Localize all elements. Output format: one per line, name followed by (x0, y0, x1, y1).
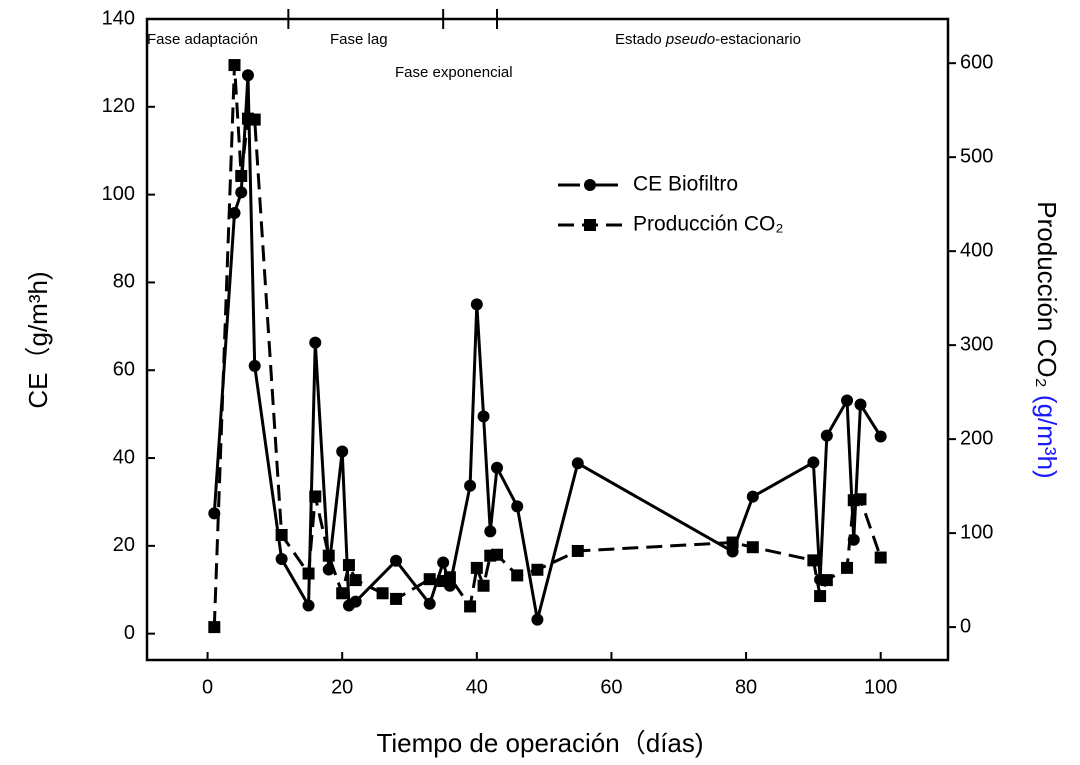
data-point (275, 528, 288, 541)
data-point (302, 567, 315, 580)
data-point (390, 554, 403, 567)
data-point (349, 574, 362, 587)
data-point (470, 298, 483, 311)
data-point (248, 359, 261, 372)
data-point (511, 500, 524, 513)
x-tick-label: 60 (600, 676, 622, 698)
data-point (309, 490, 322, 503)
data-point (491, 461, 504, 474)
data-point (228, 207, 241, 220)
y-tick-label: 20 (113, 534, 135, 556)
data-point (874, 430, 887, 443)
y2-tick-label: 0 (960, 615, 971, 637)
y-tick-label: 60 (113, 359, 135, 381)
y2-tick-label: 400 (960, 239, 993, 261)
data-point (423, 573, 436, 586)
y-axis-title: CE（g/m³h) (23, 271, 53, 408)
y-tick-label: 80 (113, 271, 135, 293)
x-tick-label: 0 (202, 676, 213, 698)
data-point (228, 59, 241, 72)
data-point (235, 186, 248, 199)
data-point (336, 445, 349, 458)
data-point (322, 549, 335, 562)
data-point (571, 457, 584, 470)
data-point (275, 553, 288, 566)
data-point (423, 597, 436, 610)
data-point (807, 554, 820, 567)
data-point (726, 536, 739, 549)
data-point (814, 590, 827, 603)
legend-marker (584, 179, 596, 191)
data-point (841, 561, 854, 574)
data-point (484, 525, 497, 538)
y2-axis-title: Producción CO₂ (g/m³h) (1032, 201, 1062, 478)
data-point (235, 169, 248, 182)
data-point (571, 544, 584, 557)
data-point (477, 579, 490, 592)
data-point (470, 561, 483, 574)
data-point (726, 545, 739, 558)
data-point (376, 587, 389, 600)
data-point (443, 571, 456, 584)
y2-tick-label: 100 (960, 521, 993, 543)
x-tick-label: 100 (864, 676, 897, 698)
annotation: Fase exponencial (395, 64, 513, 81)
legend-marker (584, 219, 596, 231)
y-tick-label: 120 (102, 95, 135, 117)
data-point (464, 600, 477, 613)
data-point (746, 541, 759, 554)
y-tick-label: 0 (124, 622, 135, 644)
x-tick-label: 40 (466, 676, 488, 698)
x-axis-title: Tiempo de operación（días) (376, 728, 703, 758)
data-point (511, 569, 524, 582)
annotation: Fase lag (330, 31, 388, 48)
data-point (241, 69, 254, 82)
legend-label: CE Biofiltro (633, 173, 738, 196)
data-point (491, 548, 504, 561)
plot-frame (145, 17, 950, 662)
data-point (746, 490, 759, 503)
data-point (349, 595, 362, 608)
annotation: Fase adaptación (147, 31, 258, 48)
y2-tick-label: 600 (960, 51, 993, 73)
x-tick-label: 80 (735, 676, 757, 698)
y2-tick-label: 500 (960, 145, 993, 167)
data-point (854, 493, 867, 506)
data-point (248, 113, 261, 126)
data-point (390, 592, 403, 605)
data-point (477, 410, 490, 423)
x-tick-label: 20 (331, 676, 353, 698)
data-point (309, 336, 322, 349)
data-point (841, 394, 854, 407)
data-point (336, 587, 349, 600)
data-point (874, 551, 887, 564)
y2-tick-label: 200 (960, 427, 993, 449)
legend-label: Producción CO₂ (633, 213, 784, 236)
data-point (531, 613, 544, 626)
y-tick-label: 140 (102, 7, 135, 29)
data-point (820, 574, 833, 587)
y-tick-label: 100 (102, 183, 135, 205)
data-point (342, 559, 355, 572)
data-point (302, 599, 315, 612)
data-point (437, 556, 450, 569)
data-point (854, 398, 867, 411)
y2-tick-label: 300 (960, 333, 993, 355)
data-point (807, 456, 820, 469)
data-point (820, 429, 833, 442)
data-point (464, 479, 477, 492)
data-point (531, 563, 544, 576)
annotation: Estado pseudo-estacionario (615, 31, 801, 48)
series-line (212, 64, 883, 628)
y-tick-label: 40 (113, 446, 135, 468)
data-point (208, 621, 221, 634)
